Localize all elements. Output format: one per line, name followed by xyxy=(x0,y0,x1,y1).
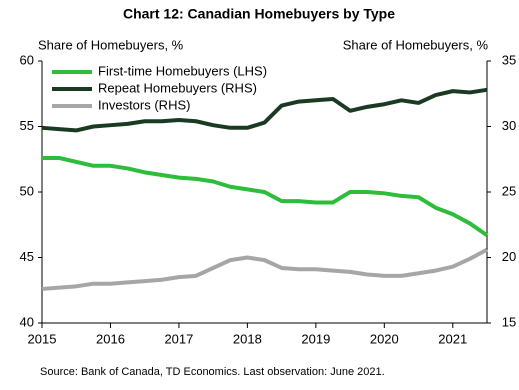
legend-label: Investors (RHS) xyxy=(98,97,190,112)
x-tick-label: 2020 xyxy=(370,331,399,346)
y-tick-label: 55 xyxy=(20,118,34,133)
y2-tick-label: 30 xyxy=(502,118,516,133)
y2-tick-label: 25 xyxy=(502,183,516,198)
series-line xyxy=(41,87,488,133)
y-tick-label: 60 xyxy=(20,52,34,67)
y-tick-label: 45 xyxy=(20,249,34,264)
x-tick-label: 2015 xyxy=(28,331,57,346)
y-tick-label: 40 xyxy=(20,314,34,329)
y-tick-label: 50 xyxy=(20,183,34,198)
chart-title: Chart 12: Canadian Homebuyers by Type xyxy=(123,6,395,22)
y-axis-label: Share of Homebuyers, % xyxy=(38,37,184,52)
x-tick-label: 2017 xyxy=(164,331,193,346)
y2-tick-label: 35 xyxy=(502,52,516,67)
x-tick-label: 2019 xyxy=(301,331,330,346)
y2-tick-label: 15 xyxy=(502,314,516,329)
y2-tick-label: 20 xyxy=(502,249,516,264)
legend-label: First-time Homebuyers (LHS) xyxy=(98,63,267,78)
x-tick-label: 2016 xyxy=(96,331,125,346)
x-tick-label: 2018 xyxy=(233,331,262,346)
series-line xyxy=(42,155,489,237)
legend-label: Repeat Homebuyers (RHS) xyxy=(98,80,257,95)
series-line xyxy=(41,247,488,291)
source-note: Source: Bank of Canada, TD Economics. La… xyxy=(40,366,385,378)
y2-axis-label: Share of Homebuyers, % xyxy=(343,37,489,52)
x-tick-label: 2021 xyxy=(438,331,467,346)
